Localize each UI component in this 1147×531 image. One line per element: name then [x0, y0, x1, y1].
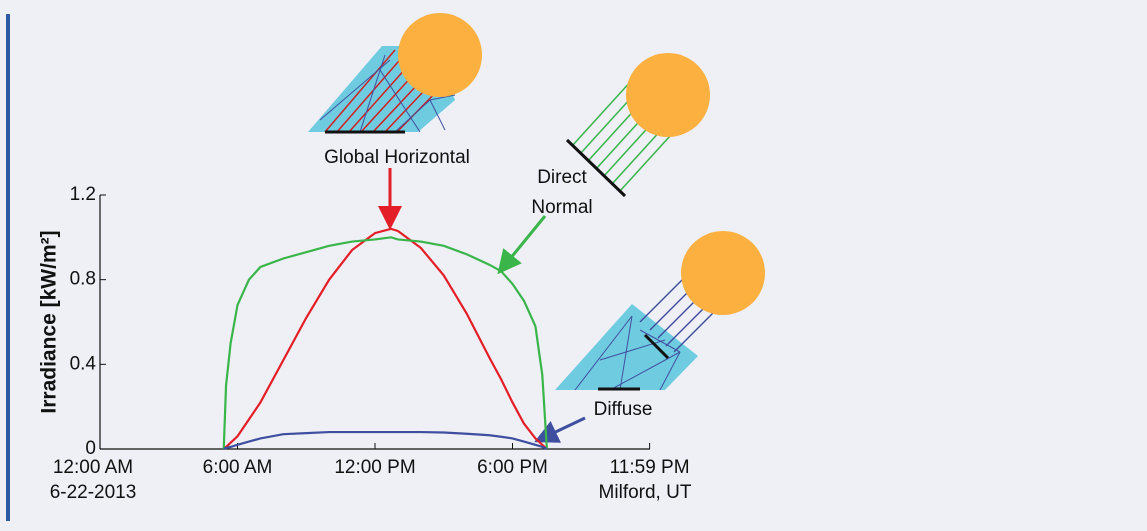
- y-tick-label: 1.2: [70, 184, 96, 205]
- series-label: Diffuse: [594, 399, 653, 420]
- x-tick-label: 6:00 PM: [477, 457, 548, 478]
- x-tick-label: 12:00 PM: [334, 457, 415, 478]
- series-line: [222, 236, 548, 450]
- series-label: Global Horizontal: [324, 147, 470, 168]
- diffuse-illustration: [555, 231, 765, 391]
- direct-illustration: [565, 53, 710, 198]
- x-tick-label: 12:00 AM: [53, 457, 133, 478]
- x-tick-label: 11:59 PM: [610, 457, 690, 478]
- x-tick-label: 6:00 AM: [203, 457, 273, 478]
- y-tick-label: 0.8: [70, 269, 96, 290]
- series-line: [223, 227, 548, 450]
- series-line: [223, 430, 548, 450]
- series-label: Direct Normal: [531, 167, 592, 218]
- global-illustration: [308, 13, 482, 134]
- y-tick-label: 0: [85, 438, 96, 459]
- location-label: Milford, UT: [599, 482, 692, 503]
- y-tick-label: 0.4: [70, 353, 97, 374]
- date-label: 6-22-2013: [50, 482, 137, 503]
- arrow: [497, 215, 547, 275]
- arrow: [534, 416, 586, 443]
- y-axis-label: Irradiance [kW/m²]: [38, 230, 61, 413]
